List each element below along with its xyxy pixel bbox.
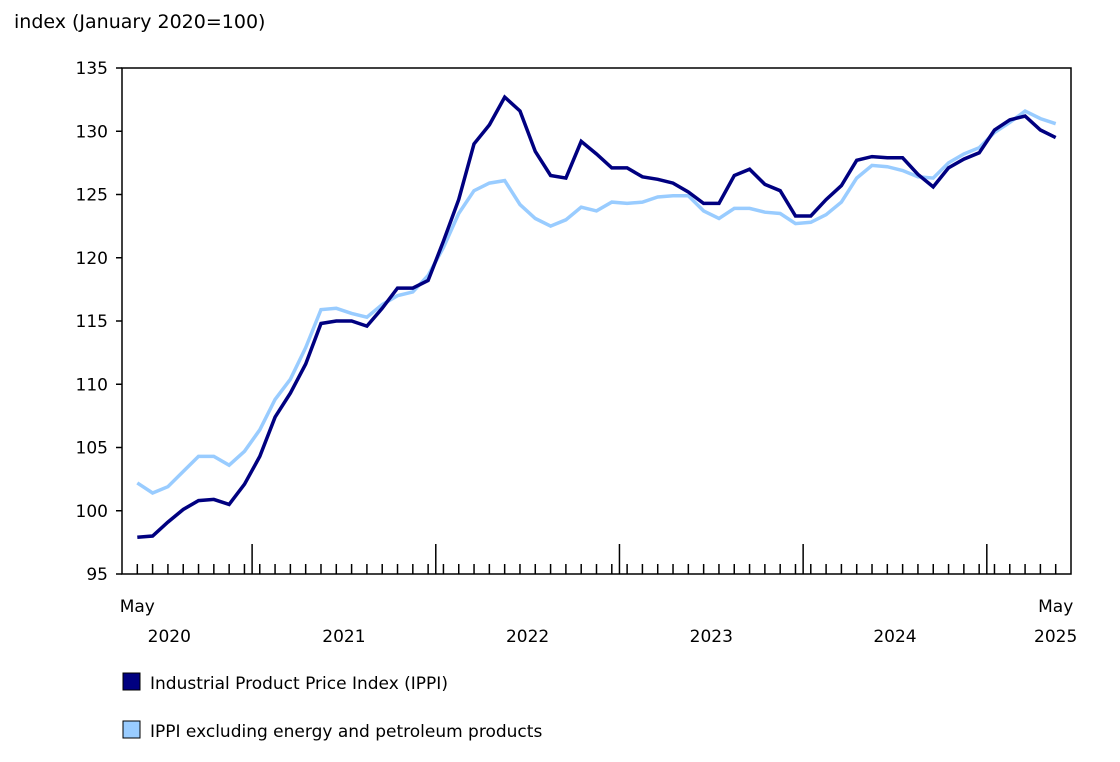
x-year-label: 2025: [1034, 627, 1077, 647]
y-tick-label: 110: [76, 375, 108, 395]
y-tick-label: 125: [76, 186, 108, 206]
y-tick-label: 105: [76, 439, 108, 459]
legend-label-ippi-ex-energy: IPPI excluding energy and petroleum prod…: [150, 722, 542, 742]
x-axis: May 2020 2021 2022 2023 2024 May 2025: [120, 544, 1077, 647]
legend-label-ippi: Industrial Product Price Index (IPPI): [150, 674, 448, 694]
x-year-label: 2023: [690, 627, 733, 647]
x-year-label: 2022: [506, 627, 549, 647]
legend-swatch-ippi: [122, 672, 141, 691]
y-tick-label: 120: [76, 249, 108, 269]
x-month-label: May: [120, 597, 155, 617]
series-line-ippi-ex-energy: [136, 108, 1057, 495]
legend: Industrial Product Price Index (IPPI) IP…: [122, 672, 542, 742]
y-tick-label: 95: [86, 565, 108, 585]
plot-frame: [121, 67, 1072, 575]
y-tick-label: 100: [76, 502, 108, 522]
series-line-ippi: [137, 94, 1057, 540]
y-tick-label: 115: [76, 312, 108, 332]
x-month-label: May: [1038, 597, 1073, 617]
y-tick-label: 135: [76, 59, 108, 79]
x-year-label: 2024: [873, 627, 916, 647]
series-lines: [136, 94, 1057, 540]
x-year-label: 2020: [148, 627, 191, 647]
y-axis: 95 100 105 110 115 120 125 130 135: [76, 59, 122, 585]
y-axis-label: index (January 2020=100): [14, 11, 265, 33]
y-tick-label: 130: [76, 122, 108, 142]
x-year-label: 2021: [322, 627, 365, 647]
legend-swatch-ippi-ex-energy: [122, 720, 141, 739]
